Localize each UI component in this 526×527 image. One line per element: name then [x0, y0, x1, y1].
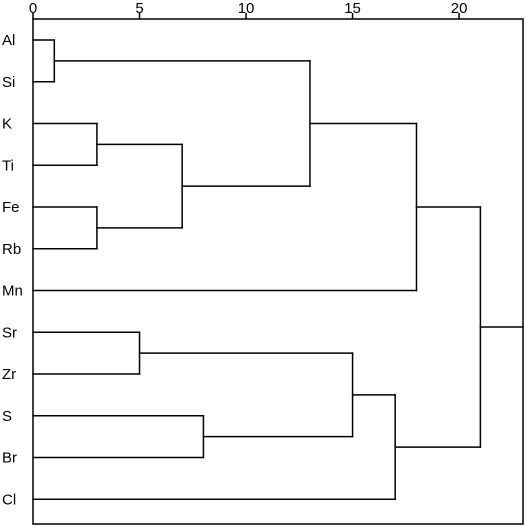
- leaf-label-si: Si: [2, 74, 15, 91]
- leaf-label-sr: Sr: [2, 324, 17, 341]
- x-axis-ticks: 0 5 10 15 20: [29, 0, 468, 19]
- leaf-label-s: S: [2, 408, 12, 425]
- leaf-labels: Al Si K Ti Fe Rb Mn Sr Zr S Br Cl: [2, 32, 23, 508]
- x-tick-label-20: 20: [451, 0, 468, 17]
- dendrogram-branches: [32, 39, 524, 500]
- x-tick-label-10: 10: [238, 0, 255, 17]
- x-tick-label-0: 0: [29, 0, 37, 17]
- leaf-label-rb: Rb: [2, 241, 21, 258]
- leaf-label-cl: Cl: [2, 491, 16, 508]
- leaf-label-fe: Fe: [2, 199, 20, 216]
- leaf-label-zr: Zr: [2, 366, 16, 383]
- x-tick-label-15: 15: [344, 0, 361, 17]
- leaf-label-br: Br: [2, 450, 17, 467]
- leaf-label-al: Al: [2, 32, 15, 49]
- plot-frame: [32, 18, 524, 525]
- leaf-label-k: K: [2, 116, 12, 133]
- leaf-label-ti: Ti: [2, 157, 14, 174]
- leaf-label-mn: Mn: [2, 283, 23, 300]
- x-tick-label-5: 5: [135, 0, 143, 17]
